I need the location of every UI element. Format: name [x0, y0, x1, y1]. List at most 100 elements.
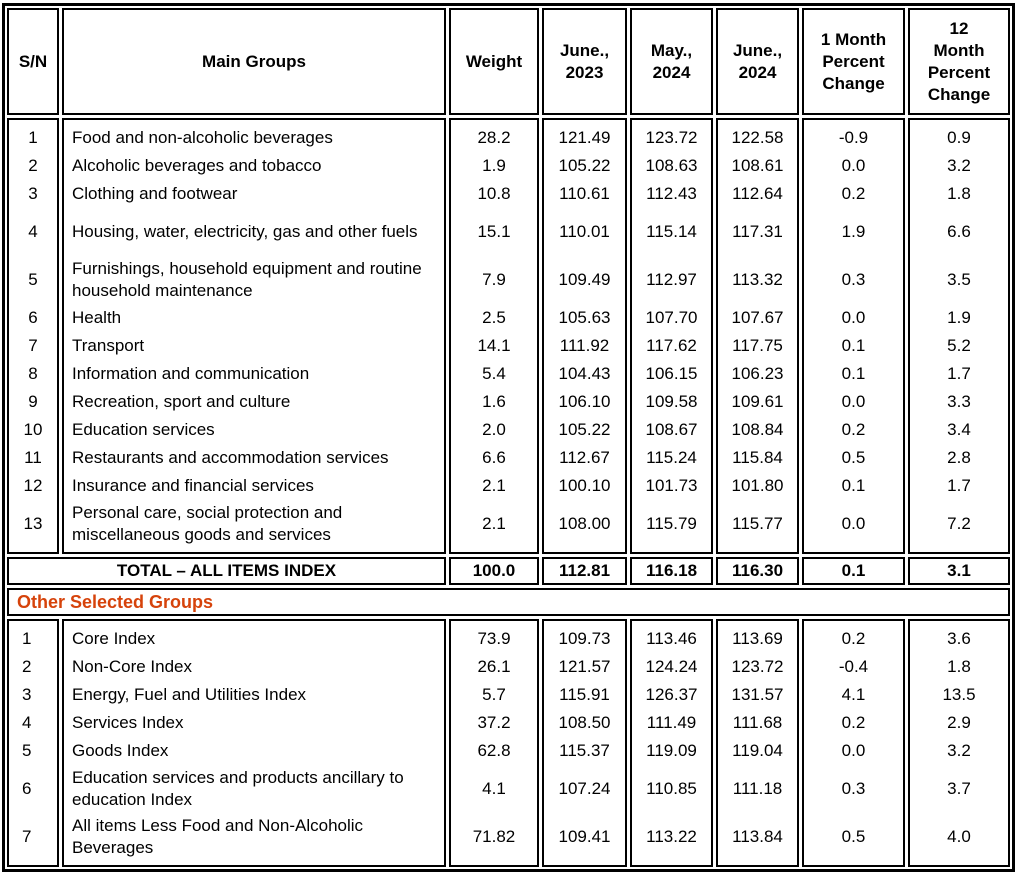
may-2024-cell: 108.67 — [645, 420, 698, 439]
may-2024-cell: 115.24 — [646, 448, 697, 467]
jun-2024-cell: 109.61 — [731, 392, 784, 411]
weight-cell: 10.8 — [477, 184, 511, 203]
may-2024-cell: 112.43 — [646, 184, 697, 203]
jun-2023-cell: 105.22 — [558, 156, 611, 175]
total-may-2024-cell: 116.18 — [630, 557, 713, 585]
chg-12m-cell: 1.8 — [947, 657, 971, 676]
jun-2023-cell: 108.50 — [558, 713, 611, 732]
total-12m-change-cell: 3.1 — [908, 557, 1010, 585]
main-body-column-june-2023: 121.49 105.22 110.61 110.01 109.49 105.63 111.… — [542, 118, 627, 554]
may-2024-cell: 110.85 — [646, 779, 697, 798]
total-weight-cell: 100.0 — [449, 557, 539, 585]
jun-2023-cell: 121.57 — [558, 657, 611, 676]
weight-cell: 5.7 — [482, 685, 506, 704]
other-body-column-may-2024: 113.46 124.24 126.37 111.49 119.09 110.85 113.… — [630, 619, 713, 867]
chg-1m-cell: 0.2 — [841, 184, 866, 203]
chg-1m-cell: 0.0 — [841, 156, 866, 175]
chg-1m-cell: 0.1 — [841, 364, 866, 383]
sn-cell: 12 — [23, 476, 43, 495]
sn-cell: 13 — [23, 514, 43, 533]
chg-1m-cell: 0.0 — [841, 392, 866, 411]
other-body-column-1m-change: 0.2 -0.4 4.1 0.2 0.0 0.3 0.5 — [802, 619, 905, 867]
total-row: TOTAL – ALL ITEMS INDEX 100.0 112.81 116… — [7, 557, 1010, 585]
group-name-cell: Energy, Fuel and Utilities Index — [72, 685, 307, 704]
sn-cell: 3 — [22, 685, 32, 704]
total-row-label: TOTAL – ALL ITEMS INDEX — [7, 557, 446, 585]
jun-2024-cell: 111.68 — [732, 713, 783, 732]
column-header-sn: S/N — [7, 8, 59, 115]
weight-cell: 71.82 — [472, 827, 516, 846]
jun-2023-cell: 108.00 — [558, 514, 611, 533]
other-selected-groups-label: Other Selected Groups — [7, 588, 1010, 616]
jun-2023-cell: 109.49 — [558, 270, 611, 289]
main-body-column-may-2024: 123.72 108.63 112.43 115.14 112.97 107.70 117.… — [630, 118, 713, 554]
group-name-cell: Personal care, social protection and mis… — [72, 503, 343, 544]
weight-cell: 62.8 — [477, 741, 511, 760]
chg-12m-cell: 1.7 — [947, 476, 971, 495]
jun-2023-cell: 110.61 — [559, 184, 610, 203]
chg-12m-cell: 7.2 — [947, 514, 971, 533]
may-2024-cell: 107.70 — [645, 308, 698, 327]
jun-2023-cell: 115.91 — [559, 685, 610, 704]
group-name-cell: Information and communication — [72, 364, 310, 383]
may-2024-cell: 111.49 — [646, 713, 697, 732]
chg-12m-cell: 3.3 — [947, 392, 971, 411]
chg-12m-cell: 3.4 — [947, 420, 971, 439]
jun-2024-cell: 117.75 — [732, 336, 783, 355]
chg-12m-cell: 13.5 — [942, 685, 976, 704]
jun-2023-cell: 115.37 — [559, 741, 610, 760]
weight-cell: 37.2 — [477, 713, 511, 732]
chg-12m-cell: 4.0 — [947, 827, 971, 846]
jun-2024-cell: 113.32 — [732, 270, 783, 289]
chg-1m-cell: 4.1 — [841, 685, 866, 704]
sn-cell: 4 — [22, 713, 32, 732]
sn-cell: 3 — [28, 184, 38, 203]
weight-cell: 2.0 — [482, 420, 506, 439]
weight-cell: 14.1 — [477, 336, 511, 355]
jun-2024-cell: 101.80 — [731, 476, 784, 495]
weight-cell: 1.9 — [482, 156, 506, 175]
total-1m-change-cell: 0.1 — [802, 557, 905, 585]
sn-cell: 1 — [22, 629, 32, 648]
sn-cell: 11 — [24, 448, 42, 467]
other-body-column-june-2024: 113.69 123.72 131.57 111.68 119.04 111.18 113.… — [716, 619, 799, 867]
chg-1m-cell: 0.3 — [841, 270, 866, 289]
weight-cell: 2.1 — [482, 514, 506, 533]
group-name-cell: All items Less Food and Non-Alcoholic Be… — [72, 816, 364, 857]
sn-cell: 6 — [22, 779, 32, 798]
jun-2023-cell: 100.10 — [558, 476, 611, 495]
sn-cell: 4 — [28, 222, 38, 241]
may-2024-cell: 108.63 — [645, 156, 698, 175]
group-name-cell: Clothing and footwear — [72, 184, 238, 203]
jun-2024-cell: 107.67 — [731, 308, 784, 327]
jun-2023-cell: 105.22 — [558, 420, 611, 439]
jun-2024-cell: 108.84 — [731, 420, 784, 439]
chg-12m-cell: 3.5 — [947, 270, 971, 289]
may-2024-cell: 115.79 — [646, 514, 697, 533]
column-header-1-month-percent-change: 1 Month Percent Change — [802, 8, 905, 115]
chg-12m-cell: 3.7 — [947, 779, 971, 798]
group-name-cell: Furnishings, household equipment and rou… — [72, 259, 422, 300]
jun-2024-cell: 112.64 — [732, 184, 783, 203]
weight-cell: 26.1 — [477, 657, 511, 676]
group-name-cell: Recreation, sport and culture — [72, 392, 291, 411]
group-name-cell: Transport — [72, 336, 145, 355]
jun-2024-cell: 106.23 — [731, 364, 784, 383]
group-name-cell: Restaurants and accommodation services — [72, 448, 389, 467]
group-name-cell: Education services and products ancillar… — [72, 768, 404, 809]
may-2024-cell: 113.46 — [646, 629, 697, 648]
jun-2024-cell: 108.61 — [731, 156, 784, 175]
jun-2023-cell: 121.49 — [558, 128, 611, 147]
chg-12m-cell: 3.2 — [947, 156, 971, 175]
jun-2023-cell: 109.73 — [558, 629, 611, 648]
may-2024-cell: 113.22 — [646, 827, 697, 846]
jun-2024-cell: 113.69 — [732, 629, 783, 648]
may-2024-cell: 117.62 — [646, 336, 697, 355]
may-2024-cell: 123.72 — [645, 128, 698, 147]
group-name-cell: Goods Index — [72, 741, 169, 760]
chg-12m-cell: 6.6 — [947, 222, 971, 241]
weight-cell: 2.5 — [482, 308, 506, 327]
main-body-column-june-2024: 122.58 108.61 112.64 117.31 113.32 107.67 117.… — [716, 118, 799, 554]
chg-12m-cell: 3.6 — [947, 629, 971, 648]
sn-cell: 6 — [28, 308, 38, 327]
